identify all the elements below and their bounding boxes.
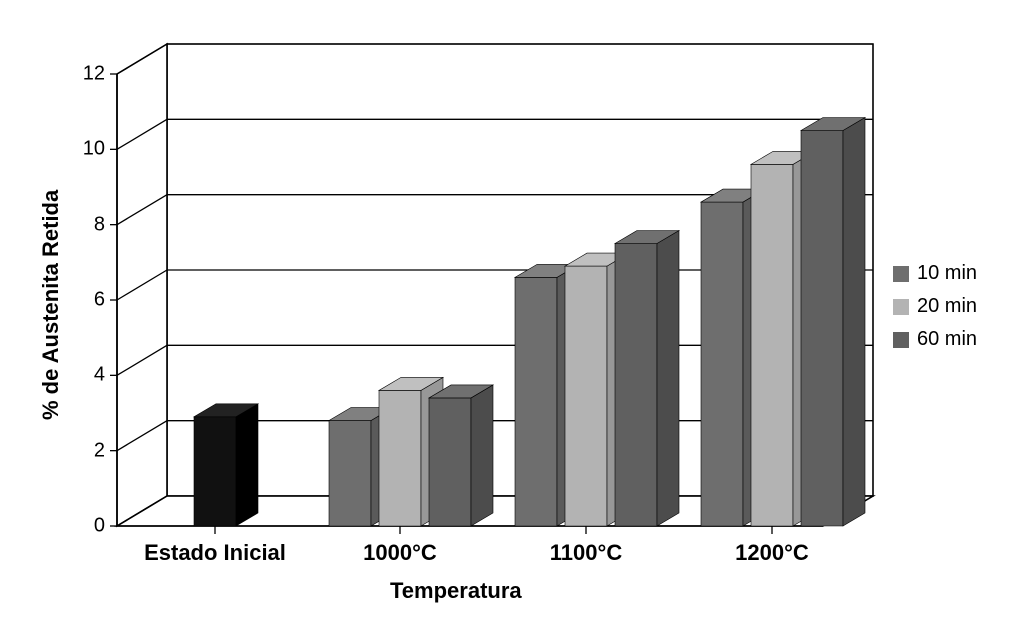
legend-label: 10 min <box>917 262 977 285</box>
x-category-label: 1000°C <box>363 540 437 566</box>
legend-item: 10 min <box>893 262 977 285</box>
legend-swatch <box>893 332 909 348</box>
x-category-label: Estado Inicial <box>144 540 286 566</box>
y-tick-label: 10 <box>69 138 105 161</box>
y-axis-label: % de Austenita Retida <box>38 190 64 420</box>
y-tick-label: 6 <box>69 289 105 312</box>
legend-item: 20 min <box>893 295 977 318</box>
x-category-label: 1200°C <box>735 540 809 566</box>
chart-stage: % de Austenita Retida Temperatura 0 2 4 6 8 1… <box>0 0 1023 637</box>
x-axis-label: Temperatura <box>390 578 522 604</box>
legend: 10 min 20 min 60 min <box>893 262 977 361</box>
legend-swatch <box>893 299 909 315</box>
y-tick-label: 4 <box>69 364 105 387</box>
y-tick-label: 8 <box>69 213 105 236</box>
y-tick-label: 0 <box>69 515 105 538</box>
legend-label: 20 min <box>917 295 977 318</box>
legend-item: 60 min <box>893 328 977 351</box>
x-category-label: 1100°C <box>550 540 622 566</box>
y-tick-label: 2 <box>69 439 105 462</box>
y-tick-label: 12 <box>69 63 105 86</box>
legend-label: 60 min <box>917 328 977 351</box>
legend-swatch <box>893 266 909 282</box>
